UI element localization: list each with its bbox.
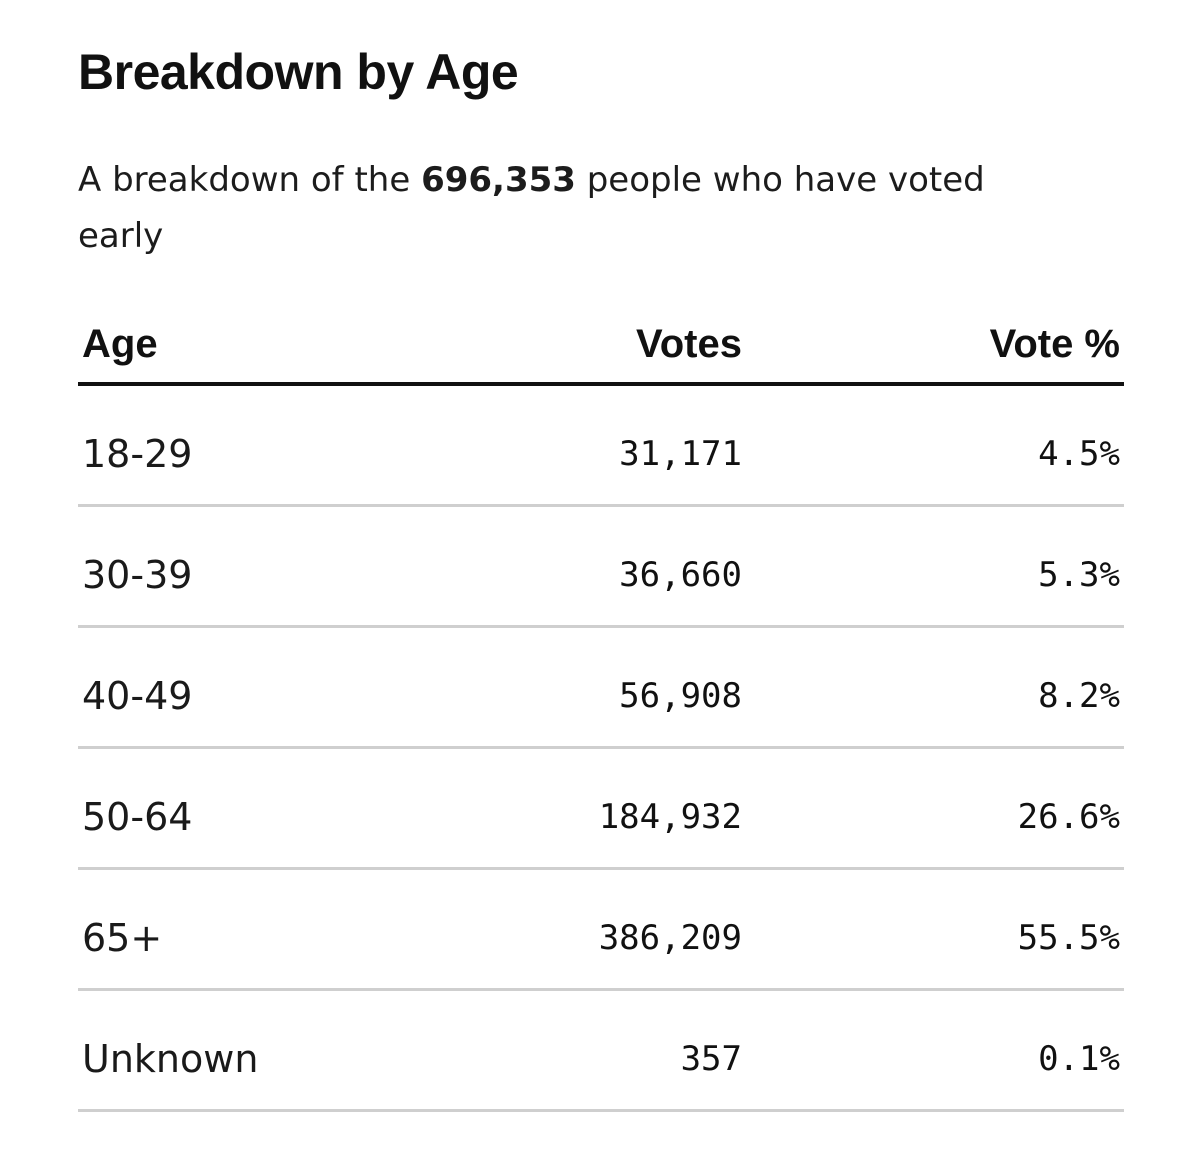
vote-percent-cell: 26.6% — [1017, 797, 1120, 837]
header-vote-percent: Vote % — [989, 322, 1120, 366]
vote-percent-cell: 4.5% — [1038, 434, 1120, 474]
votes-cell: 184,932 — [598, 797, 742, 837]
age-cell: Unknown — [82, 1037, 259, 1081]
table-row: 30-39 36,660 5.3% — [78, 507, 1124, 628]
vote-percent-cell: 0.1% — [1038, 1039, 1120, 1079]
votes-cell: 386,209 — [598, 918, 742, 958]
votes-cell: 357 — [680, 1039, 742, 1079]
age-cell: 65+ — [82, 916, 163, 960]
subtitle: A breakdown of the 696,353 people who ha… — [78, 152, 1078, 264]
table-header: Age Votes Vote % — [78, 310, 1124, 386]
page-title: Breakdown by Age — [78, 44, 519, 100]
header-votes: Votes — [636, 322, 742, 366]
votes-cell: 31,171 — [619, 434, 742, 474]
age-cell: 30-39 — [82, 553, 193, 597]
age-cell: 50-64 — [82, 795, 193, 839]
table-row: 40-49 56,908 8.2% — [78, 628, 1124, 749]
table-row: 65+ 386,209 55.5% — [78, 870, 1124, 991]
table-row: 50-64 184,932 26.6% — [78, 749, 1124, 870]
vote-percent-cell: 8.2% — [1038, 676, 1120, 716]
subtitle-after: people who have voted early — [78, 160, 985, 256]
votes-cell: 56,908 — [619, 676, 742, 716]
age-cell: 40-49 — [82, 674, 193, 718]
age-breakdown-table: Age Votes Vote % 18-29 31,171 4.5% 30-39… — [78, 310, 1124, 1112]
total-votes-number: 696,353 — [421, 160, 576, 200]
table-row: 18-29 31,171 4.5% — [78, 386, 1124, 507]
subtitle-before: A breakdown of the — [78, 160, 422, 200]
age-cell: 18-29 — [82, 432, 193, 476]
votes-cell: 36,660 — [619, 555, 742, 595]
table-row: Unknown 357 0.1% — [78, 991, 1124, 1112]
header-age: Age — [82, 322, 158, 366]
vote-percent-cell: 55.5% — [1017, 918, 1120, 958]
vote-percent-cell: 5.3% — [1038, 555, 1120, 595]
